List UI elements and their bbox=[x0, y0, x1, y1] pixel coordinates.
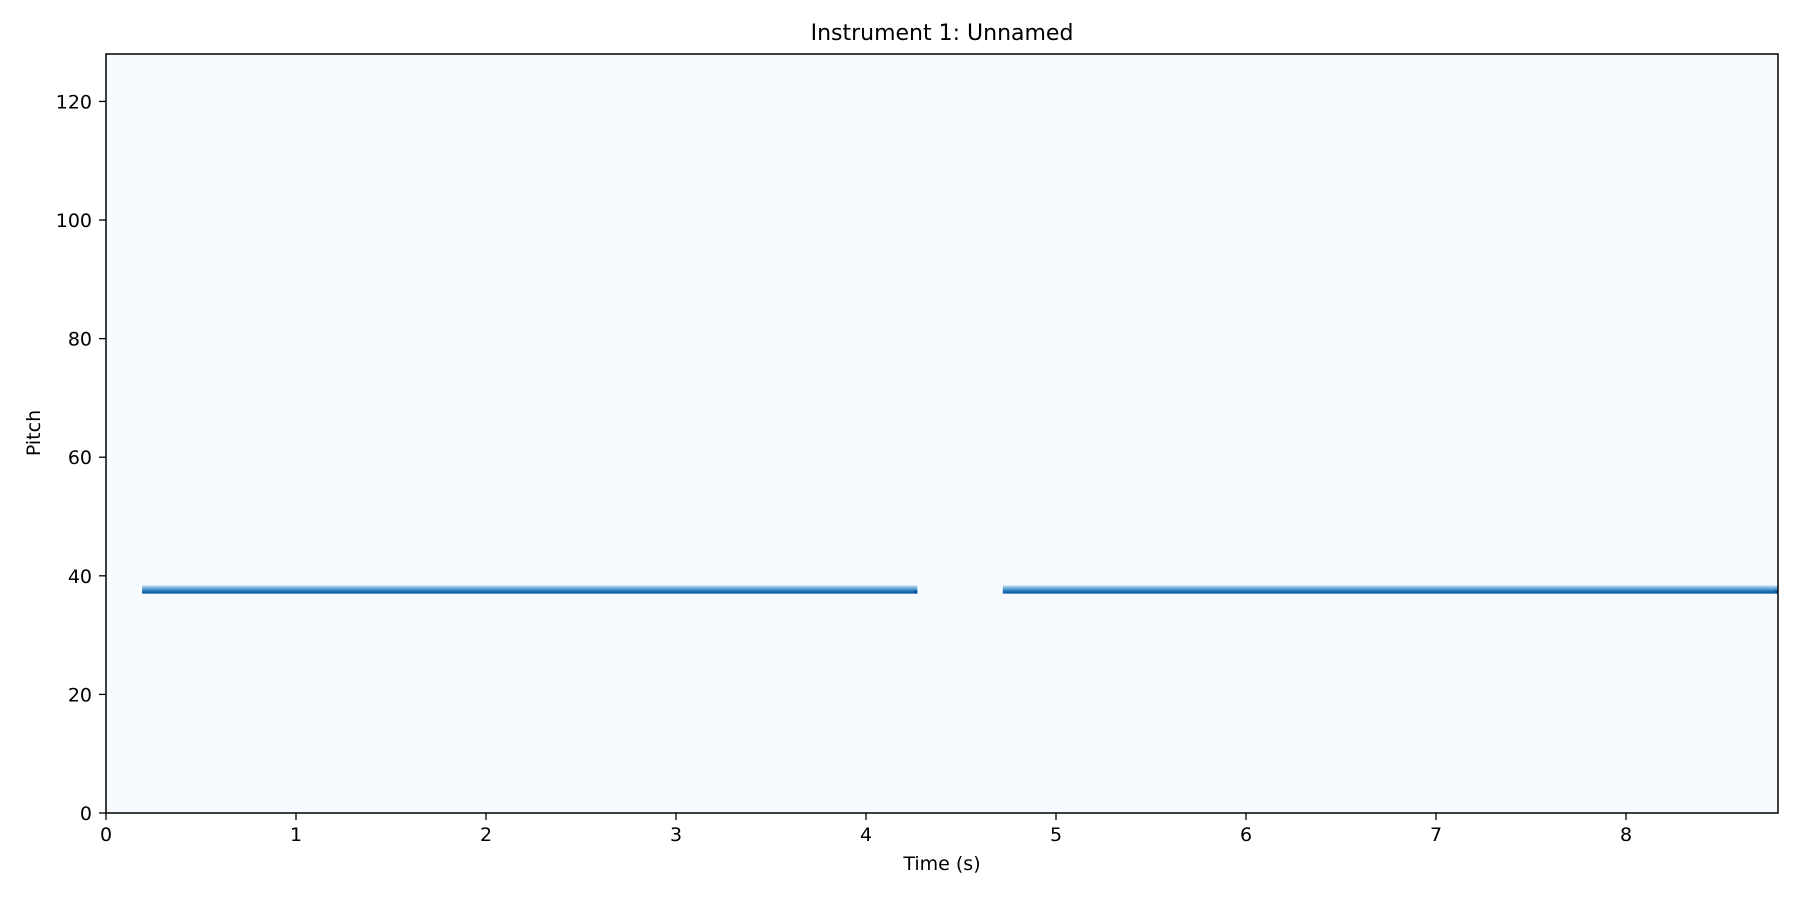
x-tick-label-5: 5 bbox=[1050, 824, 1062, 846]
x-tick-label-7: 7 bbox=[1430, 824, 1442, 846]
x-tick-label-2: 2 bbox=[480, 824, 492, 846]
x-tick-label-4: 4 bbox=[860, 824, 872, 846]
y-tick-label-100: 100 bbox=[56, 210, 92, 232]
plot-area bbox=[106, 54, 1778, 813]
y-tick-label-20: 20 bbox=[68, 684, 92, 706]
y-tick-label-80: 80 bbox=[68, 329, 92, 351]
notes-layer bbox=[142, 585, 1778, 594]
x-axis-label: Time (s) bbox=[902, 853, 980, 875]
y-tick-label-0: 0 bbox=[80, 803, 92, 825]
y-tick-label-60: 60 bbox=[68, 447, 92, 469]
note-2 bbox=[1002, 585, 1778, 594]
plot-frame bbox=[105, 53, 1779, 814]
y-axis-label: Pitch bbox=[23, 410, 45, 456]
chart-title: Instrument 1: Unnamed bbox=[811, 21, 1074, 46]
x-tick-label-1: 1 bbox=[290, 824, 302, 846]
x-tick-label-8: 8 bbox=[1620, 824, 1632, 846]
note-end-marker-1 bbox=[914, 590, 918, 594]
y-tick-label-40: 40 bbox=[68, 566, 92, 588]
note-end-marker-2 bbox=[1775, 590, 1778, 594]
x-tick-label-6: 6 bbox=[1240, 824, 1252, 846]
y-tick-label-120: 120 bbox=[56, 91, 92, 113]
x-axis: 0 1 2 3 4 5 6 7 8 bbox=[100, 813, 1632, 846]
y-axis: 0 20 40 60 80 100 120 bbox=[56, 91, 106, 825]
note-1 bbox=[142, 585, 918, 594]
x-tick-label-3: 3 bbox=[670, 824, 682, 846]
x-tick-label-0: 0 bbox=[100, 824, 112, 846]
